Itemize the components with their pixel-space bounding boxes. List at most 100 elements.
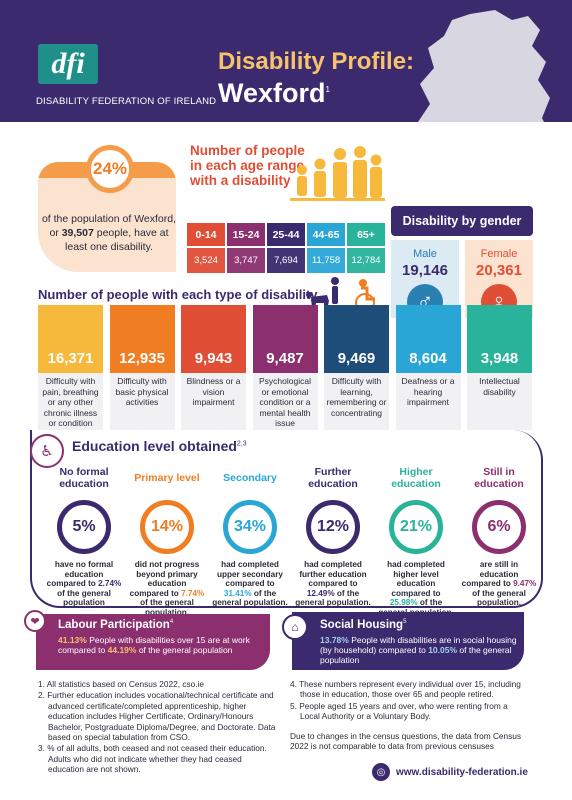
education-desc-a: had completed higher level education com… — [387, 560, 445, 598]
age-range-label: 25-44 — [267, 223, 305, 246]
education-panel — [30, 430, 543, 608]
education-level: Primary level 14% did not progress beyond … — [127, 460, 207, 618]
age-range-value: 12,784 — [347, 248, 385, 273]
disability-type-label: Difficulty with learning, remembering or… — [324, 373, 389, 430]
labour-text: 41.13% People with disabilities over 15 … — [58, 635, 263, 655]
disability-type-card: 9,943 Blindness or a vision impairment — [181, 305, 246, 430]
labour-pct: 41.13% — [58, 635, 87, 645]
education-description: had completed upper secondary compared t… — [210, 560, 290, 608]
education-level: Higher education 21% had completed higher … — [376, 460, 456, 618]
education-level: No formal education 5% have no formal educ… — [44, 460, 124, 608]
disability-type-label: Deafness or a hearing impairment — [395, 373, 461, 430]
education-percent-circle: 34% — [223, 500, 277, 554]
disability-type-card: 3,948 Intellectual disability — [467, 305, 532, 430]
education-percent-circle: 21% — [389, 500, 443, 554]
disability-type-card: 12,935 Difficulty with basic physical act… — [109, 305, 175, 430]
percent-text-pre: of the population of Wexford, or — [41, 213, 177, 239]
education-desc-b: of the general population — [57, 588, 111, 608]
education-footnote: 2,3 — [236, 440, 247, 448]
footnote-2: 2. Further education includes vocational… — [38, 690, 276, 743]
education-description: are still in education compared to 9.47%… — [459, 560, 539, 608]
education-description: did not progress beyond primary educatio… — [127, 560, 207, 618]
logo-text: dfi — [51, 47, 85, 80]
page-title: Disability Profile: — [218, 48, 415, 75]
disability-type-title: Number of people with each type of disab… — [38, 287, 318, 302]
disability-type-card: 9,487 Psychological or emotional conditio… — [252, 305, 318, 430]
housing-title-text: Social Housing — [320, 619, 404, 631]
education-level-heading: Further education — [308, 466, 358, 490]
education-desc-a: are still in education compared to — [461, 560, 519, 589]
education-desc-a: had completed upper secondary compared t… — [217, 560, 283, 589]
age-range-cell: 44-65 11,758 — [307, 223, 345, 273]
family-figures-icon — [290, 146, 385, 201]
disability-type-label: Intellectual disability — [467, 373, 532, 430]
education-compare-value: 12.49% — [306, 588, 335, 598]
education-title-text: Education level obtained — [72, 438, 237, 454]
education-description: had completed higher level education com… — [376, 560, 456, 618]
footer-url-text[interactable]: www.disability-federation.ie — [396, 766, 528, 778]
age-range-cell: 25-44 7,694 — [267, 223, 305, 273]
county-footnote: 1 — [325, 85, 330, 94]
footnote-1: 1. All statistics based on Census 2022, … — [38, 679, 205, 689]
footnote-3: 3. % of all adults, both ceased and not … — [38, 743, 267, 775]
ireland-map-icon — [418, 10, 550, 122]
labour-title: Labour Participation4 — [58, 619, 173, 631]
age-range-grid: 0-14 3,524 15-24 3,747 25-44 7,694 44-65 11,758… — [187, 223, 387, 273]
header-banner: dfi DISABILITY FEDERATION OF IRELAND Dis… — [0, 0, 572, 122]
percent-text-post: people, have at least one disability. — [65, 227, 169, 253]
labour-compare: 44.19% — [107, 645, 137, 655]
age-range-value: 3,524 — [187, 248, 225, 273]
education-desc-b: of the general population. — [295, 588, 371, 608]
disability-type-card: 16,371 Difficulty with pain, breathing or… — [38, 305, 103, 430]
labour-panel — [36, 614, 270, 670]
disability-type-value: 9,487 — [252, 305, 318, 373]
age-range-cell: 65+ 12,784 — [347, 223, 385, 273]
housing-pct: 13.78% — [320, 635, 349, 645]
footnotes-left: 1. All statistics based on Census 2022, … — [38, 679, 276, 776]
percent-circle: 24% — [86, 145, 134, 193]
org-name: DISABILITY FEDERATION OF IRELAND — [36, 96, 217, 107]
footer-link[interactable]: ◎ www.disability-federation.ie — [372, 762, 532, 782]
housing-compare: 10.05% — [428, 645, 458, 655]
age-title: Number of people in each age range with … — [190, 143, 305, 188]
footnote-4: 4. These numbers represent every individ… — [290, 679, 521, 700]
gender-panel: Disability by gender Male 19,146 ♂ Femal… — [391, 206, 533, 320]
education-compare-value: 31.41% — [223, 588, 252, 598]
age-range-label: 44-65 — [307, 223, 345, 246]
disability-type-label: Blindness or a vision impairment — [181, 373, 246, 430]
percent-value: 24% — [92, 159, 128, 178]
education-title: Education level obtained2,3 — [72, 438, 247, 454]
education-percent-circle: 12% — [306, 500, 360, 554]
house-building-icon: ⌂ — [282, 614, 308, 640]
footnotes-right: 4. These numbers represent every individ… — [290, 679, 526, 751]
housing-text-a: People with disabilities are in social h… — [320, 635, 517, 655]
education-percent-circle: 6% — [472, 500, 526, 554]
education-level-heading: Still in education — [474, 466, 524, 490]
education-compare-value: 7.74% — [181, 588, 205, 598]
census-note: Due to changes in the census questions, … — [290, 730, 522, 752]
education-level: Further education 12% had completed furthe… — [293, 460, 373, 608]
education-desc-a: did not progress beyond primary educatio… — [129, 560, 200, 598]
education-desc-a: have no formal education compared to — [46, 560, 114, 589]
labour-footnote: 4 — [169, 619, 174, 626]
housing-panel — [292, 612, 524, 670]
disability-type-value: 8,604 — [395, 305, 461, 373]
county-text: Wexford — [218, 78, 326, 108]
male-value: 19,146 — [402, 262, 448, 279]
education-level-heading: Primary level — [134, 472, 200, 484]
housing-title: Social Housing5 — [320, 619, 406, 631]
housing-text: 13.78% People with disabilities are in s… — [320, 635, 518, 665]
education-desc-a: had completed further education compared… — [299, 560, 367, 589]
age-range-cell: 0-14 3,524 — [187, 223, 225, 273]
female-label: Female — [480, 248, 518, 260]
disability-type-value: 12,935 — [109, 305, 175, 373]
education-description: had completed further education compared… — [293, 560, 373, 608]
disability-type-label: Psychological or emotional condition or … — [252, 373, 318, 430]
age-range-cell: 15-24 3,747 — [227, 223, 265, 273]
county-name: Wexford1 — [218, 78, 330, 109]
age-range-label: 65+ — [347, 223, 385, 246]
female-value: 20,361 — [476, 262, 522, 279]
percent-description: of the population of Wexford, or 39,507 … — [40, 212, 178, 254]
education-percent-circle: 14% — [140, 500, 194, 554]
